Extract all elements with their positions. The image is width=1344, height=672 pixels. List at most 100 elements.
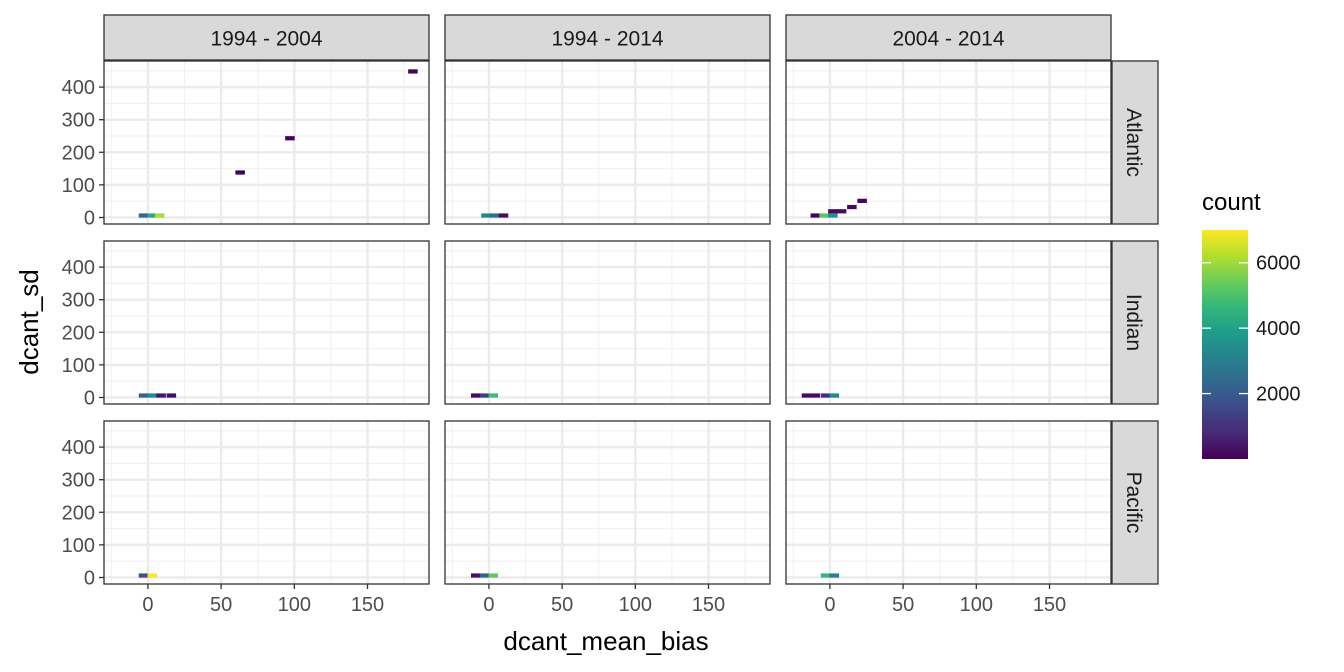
heatmap-bin <box>154 213 165 218</box>
heatmap-bin <box>801 393 812 398</box>
x-tick-label: 150 <box>692 594 725 616</box>
panel-background <box>445 241 770 404</box>
panel-indian-1 <box>444 240 771 405</box>
panel-background <box>104 421 429 584</box>
heatmap-bin <box>138 573 149 578</box>
x-tick-label: 0 <box>483 594 494 616</box>
y-tick-label: 400 <box>62 77 95 99</box>
axes-layer: 0 100 200 300 400 0 100 200 300 400 0 100 200 300 400 0… <box>62 77 1067 616</box>
heatmap-bin <box>829 573 840 578</box>
panel-border <box>103 420 430 585</box>
x-tick-label: 150 <box>351 594 384 616</box>
panel-background <box>786 61 1111 224</box>
legend-colorbar <box>1202 230 1248 459</box>
x-tick-label: 100 <box>960 594 993 616</box>
panels-layer <box>103 60 1112 585</box>
x-tick-label: 50 <box>892 594 914 616</box>
panel-border <box>444 420 771 585</box>
panel-atlantic-2 <box>785 60 1112 225</box>
facet-strip-right-label: Atlantic <box>1122 108 1145 177</box>
panel-background <box>104 61 429 224</box>
legend-tick-label: 2000 <box>1256 384 1301 406</box>
panel-border <box>785 420 1112 585</box>
y-tick-label: 100 <box>62 535 95 557</box>
heatmap-bin <box>819 213 829 218</box>
facet-strip-top <box>444 14 771 61</box>
heatmap-bin <box>836 209 847 214</box>
heatmap-bin <box>820 393 831 398</box>
panel-border <box>785 240 1112 405</box>
heatmap-bin <box>481 213 491 218</box>
heatmap-bin <box>147 393 158 398</box>
y-tick-label: 0 <box>84 207 95 229</box>
heatmap-bin <box>156 393 166 398</box>
heatmap-bin <box>488 393 499 398</box>
facet-strip-top <box>103 14 430 61</box>
heatmap-bin <box>285 136 295 141</box>
heatmap-bin <box>408 69 418 74</box>
facet-strip-top-label: 1994 - 2014 <box>551 28 663 51</box>
panel-indian-2 <box>785 240 1112 405</box>
panel-indian-0 <box>103 240 430 405</box>
y-tick-label: 300 <box>62 290 95 312</box>
facet-strip-right-label: Pacific <box>1122 472 1145 534</box>
facet-strip-top <box>785 14 1112 61</box>
heatmap-bin <box>138 213 149 218</box>
heatmap-bin <box>498 213 509 218</box>
y-tick-label: 300 <box>62 110 95 132</box>
panel-background <box>786 421 1111 584</box>
y-tick-label: 400 <box>62 437 95 459</box>
heatmap-bin <box>479 573 490 578</box>
heatmap-bin <box>857 198 867 203</box>
heatmap-bin <box>138 393 149 398</box>
color-legend: count 2000 4000 6000 <box>1202 189 1301 459</box>
x-tick-label: 50 <box>551 594 573 616</box>
y-tick-label: 400 <box>62 257 95 279</box>
heatmap-bin <box>847 204 857 210</box>
facet-strip-top-label: 1994 - 2004 <box>210 28 322 51</box>
legend-tick-label: 4000 <box>1256 318 1301 340</box>
heatmap-bin <box>810 393 821 398</box>
y-axis-title: dcant_sd <box>14 269 44 375</box>
facet-strip-right <box>1111 60 1159 225</box>
heatmap-bin <box>235 170 245 175</box>
x-tick-label: 50 <box>210 594 232 616</box>
y-tick-label: 200 <box>62 502 95 524</box>
heatmap-bin <box>810 213 821 218</box>
panel-border <box>103 60 430 225</box>
heatmap-bin <box>147 573 158 578</box>
panel-background <box>445 61 770 224</box>
panel-pacific-2 <box>785 420 1112 585</box>
y-tick-label: 0 <box>84 387 95 409</box>
heatmap-bin <box>828 209 838 214</box>
panel-background <box>786 241 1111 404</box>
y-tick-label: 100 <box>62 175 95 197</box>
legend-title: count <box>1202 189 1261 216</box>
y-tick-label: 100 <box>62 355 95 377</box>
facet-strip-right-label: Indian <box>1122 294 1145 351</box>
facet-strip-right <box>1111 240 1159 405</box>
x-tick-label: 100 <box>619 594 652 616</box>
x-tick-label: 0 <box>824 594 835 616</box>
panel-atlantic-1 <box>444 60 771 225</box>
panel-background <box>104 241 429 404</box>
y-tick-label: 300 <box>62 470 95 492</box>
panel-border <box>785 60 1112 225</box>
y-tick-label: 200 <box>62 142 95 164</box>
strips-layer: 1994 - 2004 1994 - 2014 2004 - 2014 Atlanti… <box>103 14 1159 585</box>
x-tick-label: 0 <box>142 594 153 616</box>
panel-pacific-0 <box>103 420 430 585</box>
panel-border <box>444 240 771 405</box>
facet-strip-top-label: 2004 - 2014 <box>892 28 1004 51</box>
panel-border <box>103 240 430 405</box>
x-tick-label: 100 <box>278 594 311 616</box>
heatmap-bin <box>166 393 177 398</box>
panel-atlantic-0 <box>103 60 430 225</box>
heatmap-bin <box>470 393 481 398</box>
heatmap-bin <box>828 213 838 218</box>
heatmap-bin <box>490 213 500 218</box>
heatmap-bin <box>488 573 499 578</box>
legend-ticks: 2000 4000 6000 <box>1202 253 1301 406</box>
heatmap-bin <box>470 573 481 578</box>
